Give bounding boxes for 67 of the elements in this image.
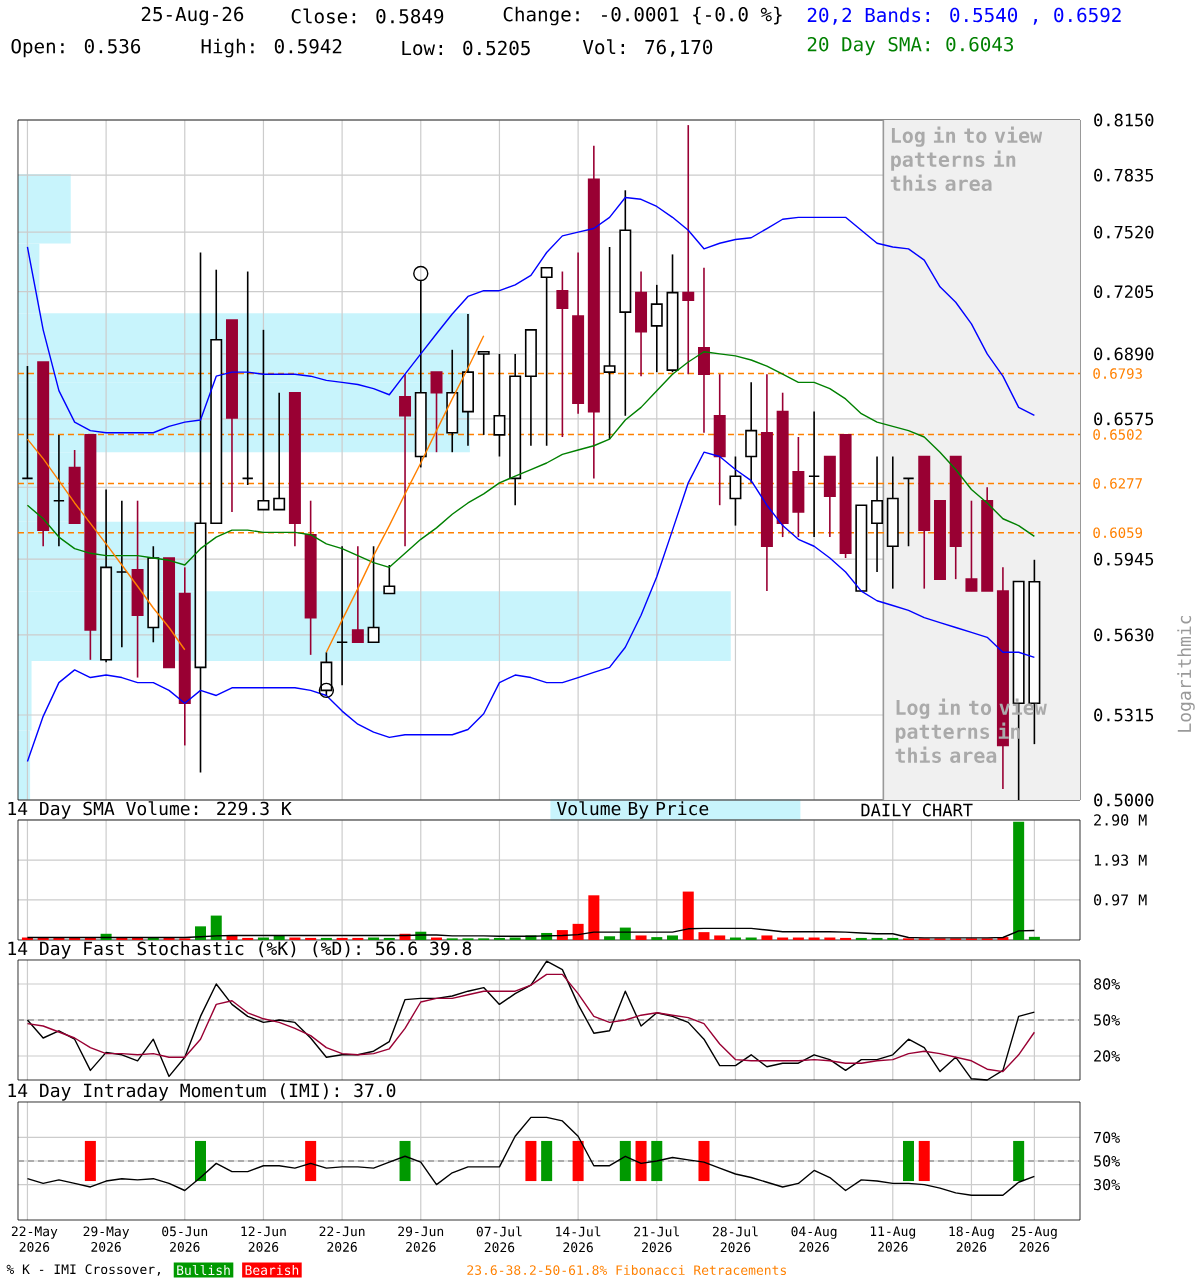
text: Open: 0.536: [11, 38, 141, 58]
candlestick: [52, 434, 65, 548]
text: DAILY CHART: [861, 803, 973, 817]
candlestick: [965, 499, 978, 592]
text: 25-Aug-26: [141, 6, 244, 26]
y-tick-label: 0.5000: [1094, 793, 1154, 807]
bar: [682, 891, 694, 940]
candlestick: [336, 545, 349, 687]
candlestick: [493, 353, 506, 458]
candlestick: [603, 246, 616, 440]
bar: [195, 926, 207, 940]
y-tick-label: 0.5945: [1094, 552, 1154, 566]
candlestick: [446, 348, 459, 453]
y-axis-title: Logarithmic: [1177, 615, 1195, 732]
candlestick: [241, 270, 254, 486]
chart-title: 14 Day Intraday Momentum (IMI): 37.0: [8, 1083, 396, 1101]
candlestick: [257, 329, 270, 511]
y-tick-label: 0.6890: [1094, 347, 1154, 361]
y-tick-label: 0.7205: [1094, 285, 1154, 299]
candlestick: [351, 545, 364, 644]
text: Change: -0.0001 {-0.0 %}: [503, 6, 782, 26]
candlestick: [902, 477, 915, 548]
candlestick: [115, 499, 128, 649]
bar: [698, 932, 710, 940]
candlestick: [886, 455, 899, 590]
candlestick: [823, 455, 836, 538]
bar: [588, 895, 600, 940]
y-tick-label: 0.7835: [1094, 168, 1154, 182]
candlestick: [367, 545, 380, 644]
candlestick: [461, 313, 474, 447]
candlestick: [682, 124, 695, 375]
text: Close: 0.5849: [291, 8, 444, 24]
bar: [572, 923, 584, 940]
candlestick: [430, 371, 443, 453]
candlestick: [650, 284, 663, 373]
candlestick: [320, 651, 333, 697]
text: Vol: 76,170: [582, 39, 713, 57]
candlestick: [540, 267, 553, 447]
text: Volume By Price: [556, 801, 709, 819]
candlestick: [399, 373, 412, 548]
candlestick: [556, 270, 569, 438]
y-tick-label: 0.5315: [1094, 708, 1154, 722]
y-tick-label: 0.5630: [1094, 628, 1154, 642]
candlestick: [729, 455, 742, 527]
candlestick: [524, 329, 537, 447]
text: High: 0.5942: [201, 38, 342, 58]
bar: [210, 915, 222, 940]
band-label: Log in to view patterns in this area: [890, 126, 1043, 191]
candlestick: [871, 455, 884, 573]
candlestick: [635, 270, 648, 377]
candlestick: [808, 410, 821, 538]
candlestick: [477, 350, 490, 436]
candlestick: [383, 564, 396, 595]
bar: [1013, 821, 1025, 940]
y-tick-label: 0.7520: [1094, 225, 1154, 239]
text: Low: 0.5205: [402, 40, 530, 56]
text: 20,2 Bands: 0.5540 , 0.6592: [807, 7, 1121, 25]
y-tick-label: 0.6575: [1094, 412, 1154, 426]
chart-title: 14 Day SMA Volume: 229.3 K: [8, 801, 292, 819]
candlestick: [273, 391, 286, 511]
candlestick: [697, 267, 710, 434]
candlestick: [745, 381, 758, 484]
y-tick-label: 0.8150: [1094, 113, 1154, 127]
candlestick: [131, 499, 144, 679]
chart-title: 14 Day Fast Stochastic (%K) (%D): 56.6 39.8: [8, 941, 472, 959]
candlestick: [713, 373, 726, 507]
text: 20 Day SMA: 0.6043: [807, 36, 1014, 56]
